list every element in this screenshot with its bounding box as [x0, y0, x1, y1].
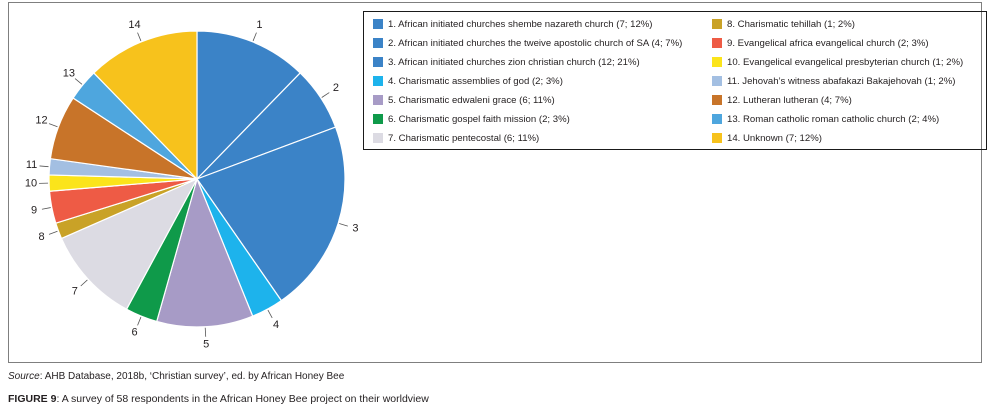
pie-slice-3 [196, 126, 346, 302]
leader-line-13 [74, 78, 83, 85]
leader-line-1 [252, 32, 257, 42]
legend-label-8: 8. Charismatic tehillah (1; 2%) [727, 18, 855, 30]
source-text: : AHB Database, 2018b, ‘Christian survey… [39, 371, 345, 382]
legend-swatch-2 [373, 38, 383, 48]
legend-label-9: 9. Evangelical africa evangelical church… [727, 37, 929, 49]
figure-number: FIGURE 9 [8, 393, 57, 405]
legend-item-5: 5. Charismatic edwaleni grace (6; 11%) [373, 92, 555, 108]
pie-label-4: 4 [273, 319, 279, 331]
source-prefix: Source [8, 371, 40, 382]
pie-slice-5 [155, 177, 254, 328]
legend-swatch-7 [373, 133, 383, 143]
pie-label-5: 5 [203, 339, 209, 351]
leader-line-7 [80, 279, 88, 287]
legend-item-12: 12. Lutheran lutheran (4; 7%) [712, 92, 852, 108]
pie-label-1: 1 [256, 19, 262, 31]
chart-legend: 1. African initiated churches shembe naz… [363, 11, 987, 150]
pie-label-9: 9 [31, 205, 37, 217]
legend-item-14: 14. Unknown (7; 12%) [712, 130, 822, 146]
legend-label-2: 2. African initiated churches the tweive… [388, 37, 683, 49]
legend-swatch-1 [373, 19, 383, 29]
caption-text: : A survey of 58 respondents in the Afri… [56, 393, 429, 405]
legend-label-10: 10. Evangelical evangelical presbyterian… [727, 56, 964, 68]
legend-swatch-11 [712, 76, 722, 86]
legend-label-6: 6. Charismatic gospel faith mission (2; … [388, 113, 570, 125]
legend-item-3: 3. African initiated churches zion chris… [373, 54, 640, 70]
legend-label-14: 14. Unknown (7; 12%) [727, 132, 822, 144]
legend-swatch-9 [712, 38, 722, 48]
legend-label-11: 11. Jehovah’s witness abafakazi Bakajeho… [727, 75, 956, 87]
figure-frame: 1 2 3 4 5 6 7 8 9 10 11 12 13 14 1. African initiated… [8, 2, 987, 363]
pie-slice-1 [196, 30, 302, 181]
legend-label-12: 12. Lutheran lutheran (4; 7%) [727, 94, 852, 106]
leader-line-12 [48, 123, 58, 128]
legend-swatch-5 [373, 95, 383, 105]
legend-item-1: 1. African initiated churches shembe naz… [373, 16, 653, 32]
legend-label-3: 3. African initiated churches zion chris… [388, 56, 640, 68]
legend-item-9: 9. Evangelical africa evangelical church… [712, 35, 929, 51]
legend-item-13: 13. Roman catholic roman catholic church… [712, 111, 939, 127]
legend-swatch-4 [373, 76, 383, 86]
leader-line-14 [137, 32, 142, 42]
leader-line-9 [41, 207, 51, 210]
leader-line-4 [267, 309, 273, 319]
leader-line-8 [48, 230, 58, 235]
leader-line-2 [321, 92, 330, 98]
legend-swatch-3 [373, 57, 383, 67]
legend-label-13: 13. Roman catholic roman catholic church… [727, 113, 940, 125]
figure-source: Source: AHB Database, 2018b, ‘Christian … [8, 371, 344, 382]
pie-label-8: 8 [38, 231, 44, 243]
legend-item-11: 11. Jehovah’s witness abafakazi Bakajeho… [712, 73, 955, 89]
pie-label-7: 7 [72, 285, 78, 297]
legend-swatch-8 [712, 19, 722, 29]
legend-label-5: 5. Charismatic edwaleni grace (6; 11%) [388, 94, 555, 106]
legend-item-7: 7. Charismatic pentecostal (6; 11%) [373, 130, 539, 146]
pie-label-11: 11 [26, 159, 37, 171]
legend-item-10: 10. Evangelical evangelical presbyterian… [712, 54, 963, 70]
legend-swatch-10 [712, 57, 722, 67]
pie-label-12: 12 [35, 115, 47, 127]
pie-label-10: 10 [25, 177, 37, 189]
legend-label-1: 1. African initiated churches shembe naz… [388, 18, 653, 30]
legend-item-6: 6. Charismatic gospel faith mission (2; … [373, 111, 570, 127]
legend-swatch-12 [712, 95, 722, 105]
figure-caption: FIGURE 9: A survey of 58 respondents in … [8, 393, 429, 405]
legend-item-4: 4. Charismatic assemblies of god (2; 3%) [373, 73, 563, 89]
legend-swatch-6 [373, 114, 383, 124]
pie-label-6: 6 [131, 327, 137, 339]
leader-line-11 [39, 165, 49, 168]
legend-swatch-14 [712, 133, 722, 143]
pie-label-2: 2 [333, 82, 339, 94]
legend-item-8: 8. Charismatic tehillah (1; 2%) [712, 16, 855, 32]
leader-line-6 [137, 316, 142, 326]
pie-label-3: 3 [352, 222, 358, 234]
pie-slice-14 [92, 30, 198, 181]
pie-label-13: 13 [63, 67, 75, 79]
legend-item-2: 2. African initiated churches the tweive… [373, 35, 682, 51]
legend-swatch-13 [712, 114, 722, 124]
pie-label-14: 14 [128, 19, 140, 31]
legend-label-4: 4. Charismatic assemblies of god (2; 3%) [388, 75, 563, 87]
legend-label-7: 7. Charismatic pentecostal (6; 11%) [388, 132, 540, 144]
leader-line-3 [339, 223, 348, 227]
pie-slice-7 [60, 177, 199, 310]
